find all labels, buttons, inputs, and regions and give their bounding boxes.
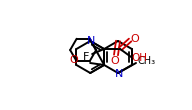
Text: OH: OH — [131, 53, 147, 63]
Text: O: O — [131, 34, 140, 44]
Text: N: N — [86, 36, 95, 46]
Text: N: N — [115, 69, 123, 79]
Text: CH₃: CH₃ — [138, 56, 156, 66]
Text: F: F — [83, 52, 89, 62]
Text: O: O — [69, 55, 78, 65]
Text: O: O — [111, 56, 119, 66]
